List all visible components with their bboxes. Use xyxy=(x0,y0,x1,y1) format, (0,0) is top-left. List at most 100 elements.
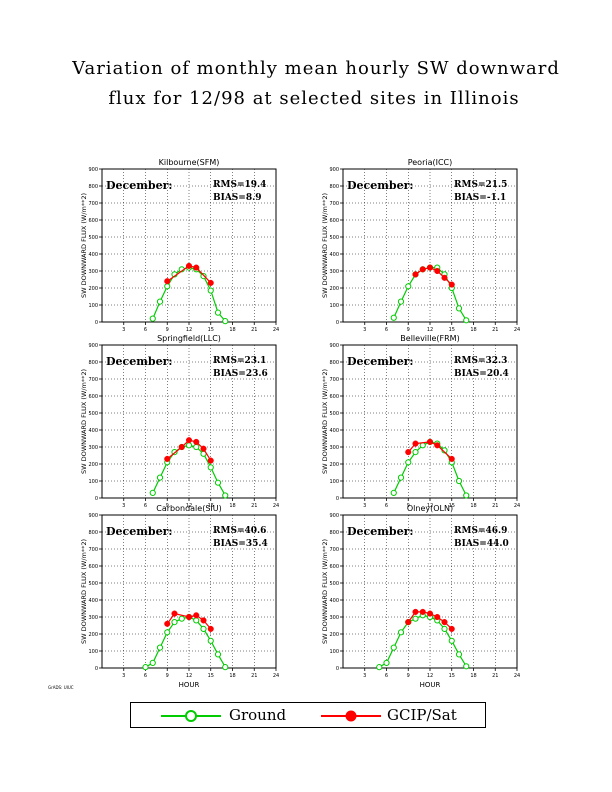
sat-point xyxy=(405,619,412,626)
y-tick-label: 700 xyxy=(329,201,339,207)
y-tick-label: 400 xyxy=(329,428,339,434)
x-tick-label: 6 xyxy=(385,673,388,679)
month-label: December: xyxy=(347,179,413,192)
ground-point xyxy=(448,637,455,644)
x-tick-label: 21 xyxy=(492,673,498,679)
y-tick-label: 800 xyxy=(329,530,339,536)
y-tick-label: 900 xyxy=(329,167,339,173)
legend-sat-label: GCIP/Sat xyxy=(387,706,457,724)
ground-point xyxy=(376,664,383,671)
y-tick-label: 700 xyxy=(88,377,98,383)
ground-point xyxy=(193,617,200,624)
x-tick-label: 12 xyxy=(186,327,192,333)
ground-point xyxy=(156,298,164,305)
y-tick-label: 900 xyxy=(88,513,98,519)
rms-label: RMS=46.9 xyxy=(454,526,507,536)
legend-sat-marker xyxy=(345,710,357,722)
ground-point xyxy=(412,615,419,622)
sat-point xyxy=(164,455,171,462)
y-tick-label: 300 xyxy=(329,615,339,621)
page-title-line-1: Variation of monthly mean hourly SW down… xyxy=(72,58,560,79)
x-tick-label: 15 xyxy=(449,503,455,509)
x-tick-label: 24 xyxy=(514,503,520,509)
x-tick-label: 15 xyxy=(208,503,214,509)
x-tick-label: 6 xyxy=(144,503,147,509)
ground-point xyxy=(214,479,222,486)
sat-point xyxy=(412,440,419,447)
y-tick-label: 200 xyxy=(329,462,339,468)
ground-point xyxy=(185,442,193,449)
y-tick-label: 100 xyxy=(88,479,98,485)
y-tick-label: 600 xyxy=(88,218,98,224)
x-tick-label: 18 xyxy=(229,327,235,333)
sat-point xyxy=(193,612,200,619)
sat-point xyxy=(164,620,171,627)
y-tick-label: 0 xyxy=(95,666,98,672)
ground-point xyxy=(390,314,397,321)
sat-point xyxy=(200,445,207,452)
ground-point xyxy=(164,629,171,636)
y-tick-label: 400 xyxy=(88,598,98,604)
bias-label: BIAS=20.4 xyxy=(454,369,509,379)
month-label: December: xyxy=(106,355,172,368)
x-tick-label: 15 xyxy=(449,327,455,333)
ground-point xyxy=(222,318,229,325)
ground-point xyxy=(200,625,207,633)
ground-point xyxy=(156,474,164,481)
page-title-line-2: flux for 12/98 at selected sites in Illi… xyxy=(108,88,520,109)
rms-label: RMS=19.4 xyxy=(213,180,266,190)
sat-point xyxy=(405,449,412,456)
ground-point xyxy=(463,317,470,324)
bias-label: BIAS=44.0 xyxy=(454,539,509,549)
ground-point xyxy=(142,664,149,671)
y-tick-label: 400 xyxy=(329,598,339,604)
ground-point xyxy=(383,659,390,667)
series-ground-line xyxy=(152,444,226,496)
x-tick-label: 3 xyxy=(122,673,125,679)
rms-label: RMS=32.3 xyxy=(454,356,507,366)
x-tick-label: 12 xyxy=(186,673,192,679)
ground-point xyxy=(412,449,419,456)
y-tick-label: 600 xyxy=(88,394,98,400)
sat-point xyxy=(185,613,193,621)
sat-point xyxy=(426,610,434,617)
ground-point xyxy=(164,283,171,290)
y-tick-label: 0 xyxy=(95,496,98,502)
month-label: December: xyxy=(106,525,172,538)
sat-point xyxy=(207,279,214,286)
ground-point xyxy=(463,492,470,499)
rms-label: RMS=23.1 xyxy=(213,356,266,366)
ground-point xyxy=(397,298,405,305)
x-tick-label: 6 xyxy=(385,327,388,333)
rms-label: RMS=40.6 xyxy=(213,526,266,536)
series-ground-line xyxy=(393,267,467,321)
y-tick-label: 200 xyxy=(88,632,98,638)
y-tick-label: 400 xyxy=(329,252,339,258)
x-tick-label: 6 xyxy=(385,503,388,509)
sat-point xyxy=(185,262,193,269)
y-tick-label: 0 xyxy=(336,320,339,326)
sat-point xyxy=(171,610,178,617)
ground-point xyxy=(405,459,412,466)
y-tick-label: 500 xyxy=(88,235,98,241)
y-tick-label: 300 xyxy=(329,445,339,451)
x-tick-label: 15 xyxy=(208,327,214,333)
x-tick-label: 9 xyxy=(166,503,169,509)
sat-point xyxy=(412,271,419,278)
x-tick-label: 21 xyxy=(251,327,257,333)
sat-point xyxy=(207,457,214,464)
sat-point xyxy=(441,274,448,281)
y-tick-label: 100 xyxy=(329,479,339,485)
ground-point xyxy=(222,492,229,499)
x-tick-label: 18 xyxy=(470,503,476,509)
legend-ground-marker xyxy=(185,710,197,722)
x-tick-label: 9 xyxy=(166,673,169,679)
sat-point xyxy=(426,438,434,445)
series-sat-line xyxy=(166,265,212,284)
y-tick-label: 100 xyxy=(88,649,98,655)
month-label: December: xyxy=(106,179,172,192)
bias-label: BIAS=8.9 xyxy=(213,193,262,203)
x-axis-label: HOUR xyxy=(420,681,441,689)
chart-title: Peoria(ICC) xyxy=(408,158,453,167)
ground-point xyxy=(397,629,405,636)
